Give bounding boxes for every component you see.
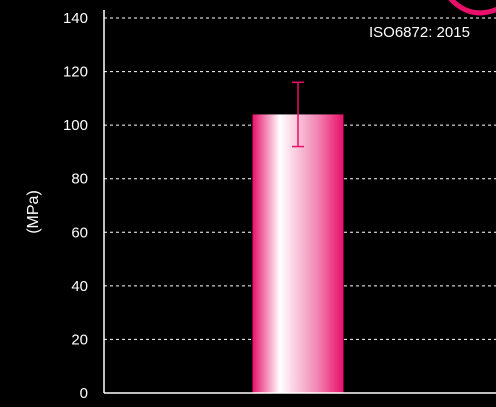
y-tick-label-140: 140 (63, 10, 88, 27)
y-tick-label-60: 60 (71, 224, 88, 241)
bars (252, 114, 344, 393)
error-bars (292, 81, 304, 148)
bar-0 (252, 114, 344, 393)
y-axis-label: (MPa) (25, 190, 42, 234)
grid-lines (104, 17, 496, 340)
y-tick-label-120: 120 (63, 64, 88, 81)
y-tick-label-0: 0 (80, 385, 88, 402)
standard-annotation: ISO6872: 2015 (369, 24, 470, 41)
corner-accent (448, 0, 496, 16)
y-tick-label-40: 40 (71, 278, 88, 295)
y-tick-label-80: 80 (71, 171, 88, 188)
error-bar-0 (292, 81, 304, 148)
y-tick-label-100: 100 (63, 117, 88, 134)
y-tick-label-20: 20 (71, 331, 88, 348)
y-axis-ticks: 0 20 40 60 80 100 120 140 (63, 10, 88, 402)
